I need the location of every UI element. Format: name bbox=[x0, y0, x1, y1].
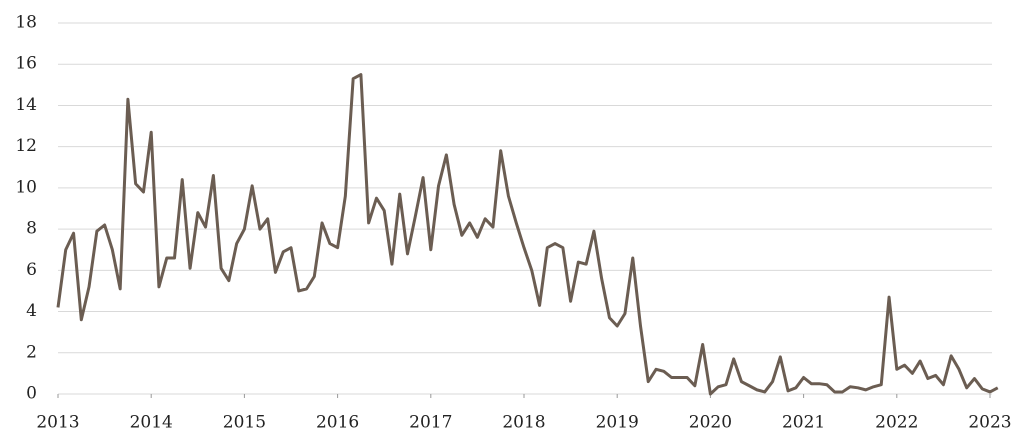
x-tick-label: 2021 bbox=[782, 413, 825, 433]
x-tick-label: 2018 bbox=[502, 413, 545, 433]
x-tick-label: 2016 bbox=[316, 413, 359, 433]
y-tick-label: 18 bbox=[15, 13, 37, 33]
y-tick-label: 2 bbox=[26, 342, 37, 362]
y-tick-label: 10 bbox=[15, 177, 37, 197]
y-tick-label: 0 bbox=[26, 384, 37, 404]
y-tick-label: 14 bbox=[15, 95, 37, 115]
x-tick-label: 2013 bbox=[36, 413, 79, 433]
y-tick-label: 6 bbox=[26, 260, 37, 280]
x-tick-label: 2022 bbox=[875, 413, 918, 433]
y-tick-label: 4 bbox=[26, 301, 37, 321]
x-tick-label: 2023 bbox=[968, 413, 1011, 433]
y-tick-label: 12 bbox=[15, 136, 37, 156]
x-tick-label: 2019 bbox=[596, 413, 639, 433]
x-tick-label: 2017 bbox=[409, 413, 452, 433]
x-tick-label: 2020 bbox=[689, 413, 732, 433]
y-tick-label: 8 bbox=[26, 219, 37, 239]
x-tick-label: 2015 bbox=[223, 413, 266, 433]
y-tick-label: 16 bbox=[15, 54, 37, 74]
data-line bbox=[56, 73, 999, 396]
x-tick-label: 2014 bbox=[130, 413, 173, 433]
